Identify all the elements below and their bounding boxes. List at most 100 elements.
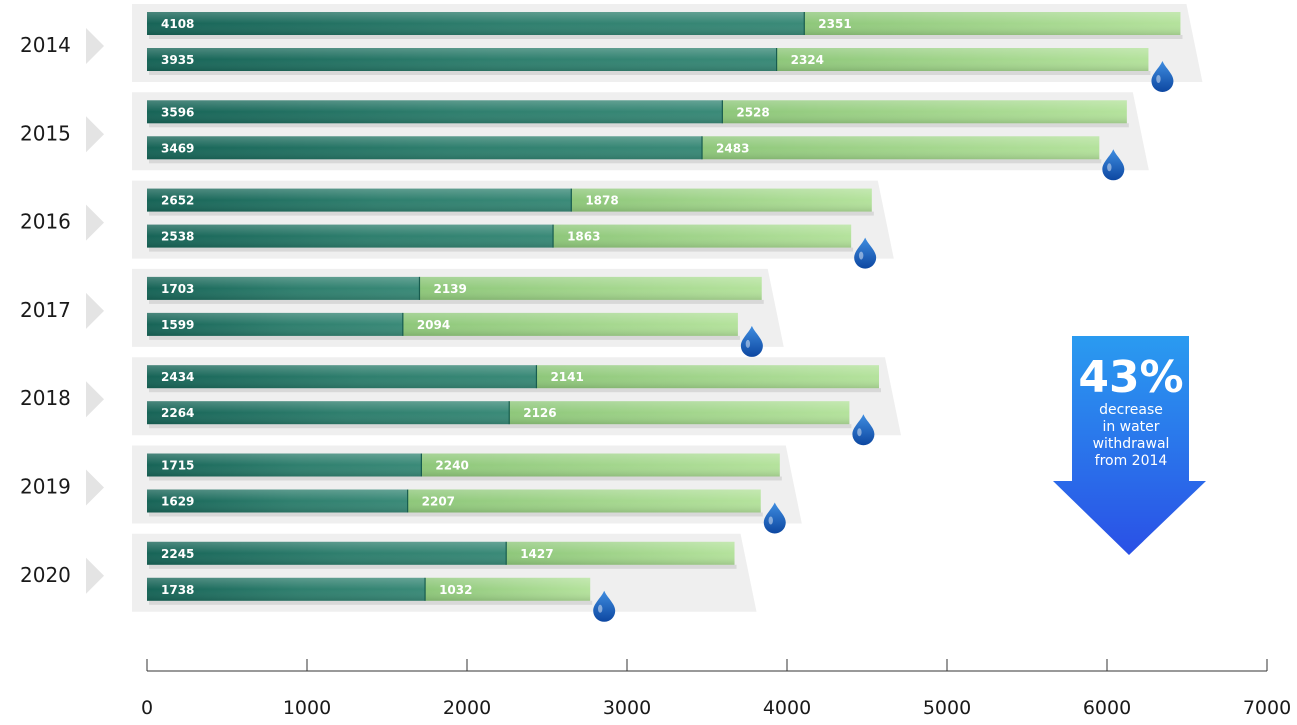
bar-2016-2: 2538 1863 (147, 224, 854, 252)
bar-value-label: 2141 (550, 370, 583, 384)
bar-shadow (149, 600, 593, 605)
year-label: 2019 (20, 475, 71, 499)
bar-shadow (149, 71, 1151, 75)
bar-value-label: 2652 (161, 194, 194, 208)
bar-value-label: 1599 (161, 318, 194, 332)
bar-value-label: 2264 (161, 406, 194, 420)
bar-value-label: 2351 (818, 17, 851, 31)
bar-shine (147, 224, 852, 248)
bar-value-label: 3469 (161, 141, 194, 155)
bar-value-label: 4108 (161, 17, 194, 31)
bar-shine (147, 453, 780, 477)
chevron-icon (86, 557, 104, 594)
down-arrow-icon (1053, 336, 1206, 555)
bar-shadow (149, 299, 764, 304)
tick-label: 7000 (1243, 697, 1291, 719)
water-drop-icon (740, 325, 763, 357)
bar-2019-1: 1715 2240 (147, 453, 782, 481)
tick-label: 3000 (603, 697, 651, 719)
bar-shine (147, 365, 879, 389)
bar-value-label: 2207 (422, 495, 455, 509)
water-drop-icon (854, 237, 877, 269)
bar-shine (147, 12, 1181, 35)
chevron-icon (86, 28, 104, 64)
callout-percent: 43% (1078, 352, 1183, 403)
bar-value-label: 1738 (161, 583, 194, 597)
bar-value-label: 1863 (567, 230, 600, 244)
bar-value-label: 1032 (439, 583, 472, 597)
callout-text-line: from 2014 (1095, 453, 1168, 469)
tick-label: 4000 (763, 697, 811, 719)
bar-shine (147, 188, 872, 212)
tick-label: 5000 (923, 697, 971, 719)
bar-2017-2: 1599 2094 (147, 312, 740, 340)
bar-value-label: 1703 (161, 282, 194, 296)
water-drop-icon (1102, 149, 1125, 181)
bar-value-label: 2245 (161, 547, 194, 561)
bar-shine (147, 48, 1149, 71)
bar-2017-1: 1703 2139 (147, 276, 764, 304)
bars: 4108 2351 3935 2324 3596 2528 3469 2483 2652 1878… (147, 12, 1183, 622)
bar-shadow (149, 335, 740, 340)
year-label: 2018 (20, 386, 71, 410)
tick-label: 6000 (1083, 697, 1131, 719)
bar-value-label: 2434 (161, 370, 194, 384)
bar-shine (147, 312, 738, 336)
tick-label: 1000 (283, 697, 331, 719)
bar-2020-1: 2245 1427 (147, 541, 737, 569)
bar-value-label: 1427 (520, 547, 553, 561)
bar-shadow (149, 123, 1129, 128)
chevron-icon (86, 116, 104, 153)
year-label: 2014 (20, 33, 71, 57)
bar-value-label: 2126 (523, 406, 556, 420)
bar-shine (147, 100, 1127, 124)
bar-shine (147, 401, 850, 425)
bar-shine (147, 541, 735, 565)
year-label: 2017 (20, 298, 71, 322)
bar-value-label: 3935 (161, 53, 194, 67)
bar-shadow (149, 388, 881, 393)
bar-value-label: 1878 (585, 194, 618, 208)
bar-shadow (149, 35, 1183, 39)
water-drop-icon (593, 590, 616, 622)
callout-text-line: withdrawal (1093, 436, 1170, 452)
bar-value-label: 2324 (791, 53, 824, 67)
year-label: 2015 (20, 121, 71, 145)
bar-shadow (149, 211, 874, 216)
year-label: 2016 (20, 210, 71, 234)
bar-shine (147, 489, 761, 513)
tick-label: 2000 (443, 697, 491, 719)
bar-value-label: 2538 (161, 230, 194, 244)
year-groups: 2014 2015 2016 2017 2018 2019 2020 (20, 4, 1203, 612)
bar-shadow (149, 159, 1102, 164)
chevron-icon (86, 469, 104, 506)
chevron-icon (86, 204, 104, 241)
bar-2018-2: 2264 2126 (147, 401, 852, 429)
bar-2016-1: 2652 1878 (147, 188, 874, 216)
bar-value-label: 2094 (417, 318, 450, 332)
bar-value-label: 1629 (161, 495, 194, 509)
bar-2019-2: 1629 2207 (147, 489, 763, 517)
x-axis: 0 1000 2000 3000 4000 5000 6000 7000 (141, 659, 1291, 719)
bar-shine (147, 136, 1100, 160)
water-drop-icon (1151, 61, 1174, 92)
bar-2014-1: 4108 2351 (147, 12, 1183, 39)
bar-value-label: 2483 (716, 141, 749, 155)
bar-shadow (149, 512, 763, 517)
callout-text-line: decrease (1099, 402, 1163, 418)
bar-value-label: 2528 (736, 105, 769, 119)
bar-value-label: 1715 (161, 459, 194, 473)
bar-shadow (149, 247, 854, 252)
bar-value-label: 2240 (435, 459, 468, 473)
chevron-icon (86, 381, 104, 418)
tick-label: 0 (141, 697, 153, 719)
bar-2015-2: 3469 2483 (147, 136, 1102, 164)
bar-value-label: 2139 (433, 282, 466, 296)
water-drop-icon (852, 414, 875, 446)
bar-value-label: 3596 (161, 105, 194, 119)
year-label: 2020 (20, 563, 71, 587)
bar-shadow (149, 564, 737, 569)
bar-shine (147, 276, 762, 300)
bar-2018-1: 2434 2141 (147, 365, 881, 393)
